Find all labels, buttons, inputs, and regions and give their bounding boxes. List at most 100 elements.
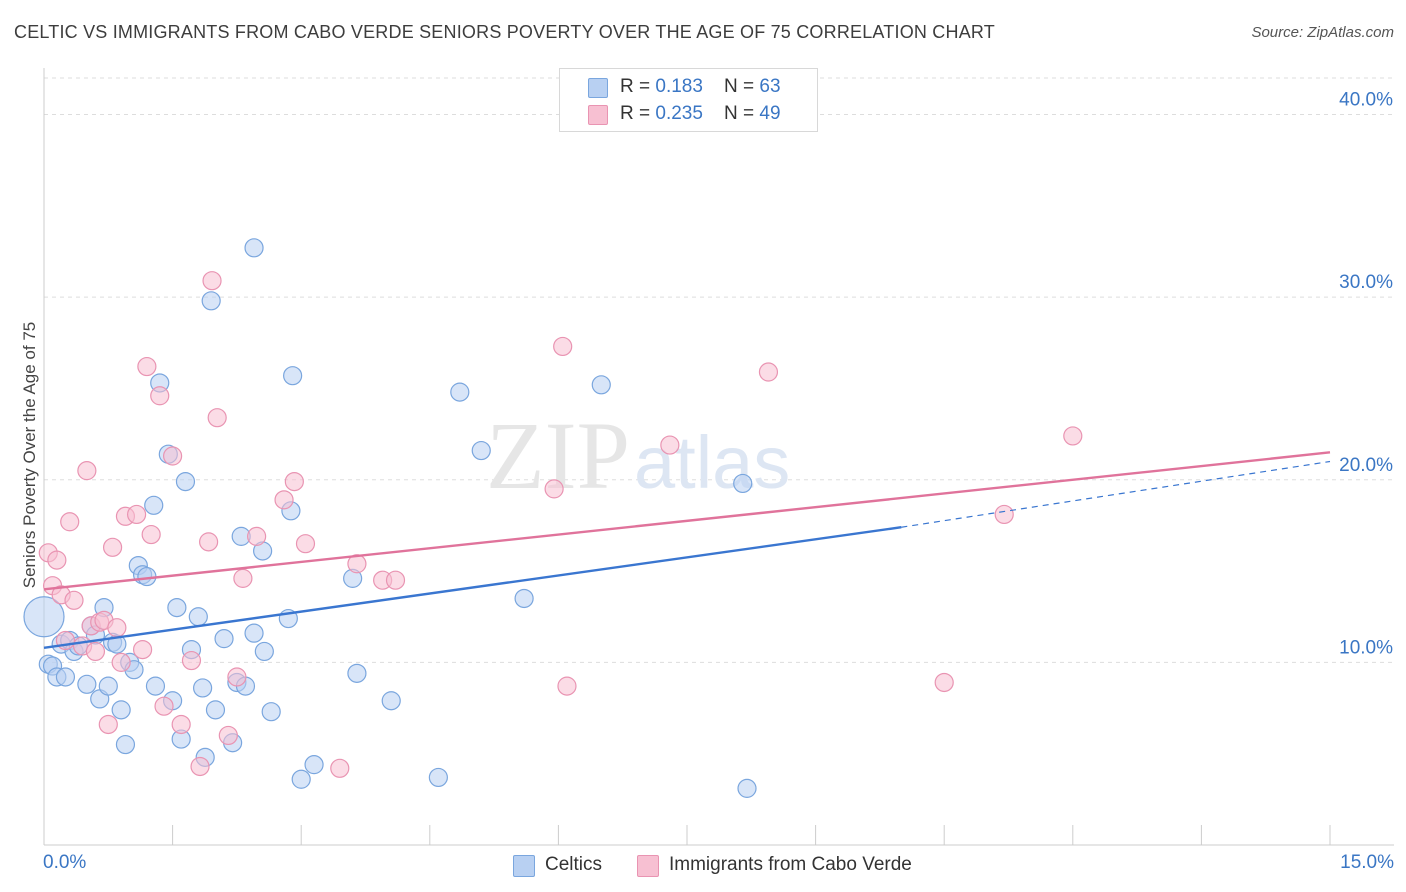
- celtics-point: [283, 366, 303, 386]
- y-tick-label: 20.0%: [1339, 455, 1393, 476]
- cabo-verde-point: [557, 676, 577, 696]
- y-tick-label: 40.0%: [1339, 90, 1393, 111]
- cabo-verde-point: [154, 696, 174, 716]
- celtics-point: [175, 471, 196, 492]
- celtics-point: [205, 700, 226, 720]
- cabo-verde-swatch: [637, 855, 659, 877]
- watermark: ZIP atlas: [486, 402, 790, 509]
- cabo-verde-point: [126, 504, 147, 525]
- cabo-verde-point: [60, 512, 80, 532]
- watermark-atlas: atlas: [634, 421, 790, 504]
- stats-legend: R = 0.183 N = 63 R = 0.235 N = 49: [559, 68, 818, 132]
- legend-label-cabo-verde: Immigrants from Cabo Verde: [669, 854, 912, 875]
- cabo-verde-point: [64, 590, 84, 610]
- cabo-verde-point: [247, 526, 267, 546]
- celtics-point: [111, 700, 131, 720]
- cabo-verde-point: [137, 356, 157, 377]
- celtics-swatch: [513, 855, 535, 877]
- celtics-point: [144, 495, 164, 515]
- celtics-point: [450, 382, 470, 402]
- axis-layer: [43, 68, 1394, 846]
- y-tick-labels: 10.0% 20.0% 30.0% 40.0%: [1339, 90, 1393, 659]
- cabo-verde-swatch: [588, 105, 608, 125]
- celtics-point: [347, 663, 367, 683]
- celtics-point: [115, 734, 136, 755]
- cabo-verde-point: [85, 641, 106, 662]
- cabo-verde-point: [274, 490, 294, 510]
- cabo-verde-point: [1063, 426, 1083, 446]
- r-label: R =: [620, 103, 656, 124]
- celtics-point: [244, 238, 264, 258]
- celtics-point: [244, 623, 264, 643]
- celtics-point: [201, 291, 221, 311]
- series-legend: Celtics Immigrants from Cabo Verde: [0, 852, 1406, 878]
- celtics-point: [254, 641, 274, 662]
- cabo-verde-point: [107, 618, 127, 638]
- celtics-point: [193, 678, 213, 698]
- cabo-verde-point: [102, 537, 123, 557]
- celtics-point: [471, 440, 491, 461]
- cabo-verde-point: [233, 568, 253, 588]
- cabo-verde-point: [758, 362, 779, 382]
- celtics-trend-line: [43, 526, 902, 649]
- cabo-verde-point: [199, 532, 219, 552]
- x-tick-min: 0.0%: [43, 852, 87, 873]
- celtics-point: [214, 629, 234, 649]
- cabo-verde-point: [111, 652, 131, 672]
- cabo-verde-point: [218, 725, 238, 746]
- celtics-point: [98, 676, 118, 696]
- celtics-point: [23, 596, 65, 638]
- trend-layer: [43, 451, 1331, 649]
- n-value-cabo-verde: 49: [759, 103, 781, 124]
- cabo-verde-point: [544, 479, 564, 499]
- cabo-verde-point: [994, 504, 1014, 525]
- cabo-verde-point: [385, 570, 406, 590]
- celtics-point: [428, 767, 448, 788]
- celtics-swatch: [588, 78, 608, 98]
- celtics-point: [77, 674, 97, 694]
- cabo-verde-point: [150, 386, 170, 406]
- legend-label-celtics: Celtics: [545, 854, 603, 875]
- y-tick-label: 30.0%: [1339, 272, 1393, 293]
- source-label: Source: ZipAtlas.com: [1251, 24, 1394, 41]
- points-layer: [23, 238, 1083, 798]
- cabo-verde-point: [171, 714, 191, 735]
- celtics-point: [261, 702, 281, 722]
- cabo-verde-point: [47, 550, 67, 570]
- chart-title: CELTIC VS IMMIGRANTS FROM CABO VERDE SEN…: [14, 22, 995, 42]
- cabo-verde-point: [98, 714, 118, 735]
- n-value-celtics: 63: [759, 76, 781, 97]
- celtics-point: [55, 667, 76, 687]
- celtics-point: [167, 597, 187, 618]
- n-label: N =: [724, 76, 760, 97]
- celtics-point: [733, 473, 753, 494]
- cabo-verde-point: [934, 672, 954, 693]
- r-value-cabo-verde: 0.235: [655, 103, 703, 124]
- cabo-verde-point: [163, 446, 183, 466]
- cabo-verde-point: [77, 461, 97, 481]
- cabo-verde-point: [202, 271, 222, 291]
- cabo-verde-point: [141, 524, 161, 545]
- r-value-celtics: 0.183: [655, 76, 703, 97]
- celtics-trend-extension: [901, 460, 1331, 528]
- cabo-verde-point: [660, 435, 680, 455]
- celtics-point: [591, 375, 611, 395]
- cabo-verde-point: [330, 758, 350, 778]
- cabo-verde-trend-line: [43, 451, 1331, 591]
- celtics-point: [304, 755, 324, 775]
- cabo-verde-point: [132, 639, 153, 660]
- celtics-point: [145, 676, 166, 696]
- cabo-verde-point: [207, 408, 227, 428]
- cabo-verde-point: [295, 534, 316, 554]
- r-label: R =: [620, 76, 656, 97]
- celtics-point: [514, 588, 534, 609]
- celtics-point: [381, 691, 401, 711]
- cabo-verde-point: [181, 650, 202, 671]
- cabo-verde-point: [227, 667, 247, 687]
- cabo-verde-point: [190, 756, 210, 777]
- cabo-verde-point: [347, 554, 367, 574]
- celtics-point: [188, 607, 208, 627]
- y-tick-label: 10.0%: [1339, 637, 1393, 658]
- n-label: N =: [724, 103, 760, 124]
